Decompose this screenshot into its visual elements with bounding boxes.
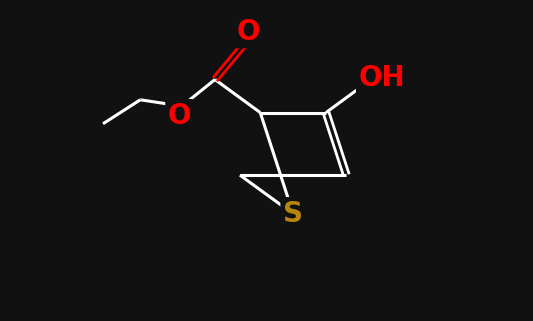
Text: OH: OH	[359, 64, 405, 92]
Text: S: S	[283, 200, 303, 228]
Text: O: O	[168, 102, 191, 130]
Text: O: O	[236, 18, 260, 46]
